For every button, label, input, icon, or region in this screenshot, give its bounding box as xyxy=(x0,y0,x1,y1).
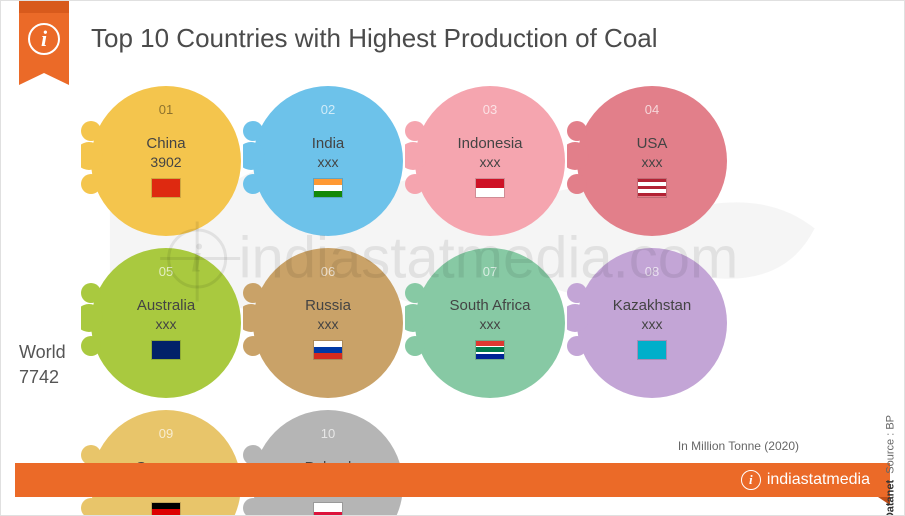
country-rank: 05 xyxy=(153,262,179,281)
footer-bar: i indiastatmedia xyxy=(15,463,890,497)
cloud-decor xyxy=(567,278,597,368)
cloud-decor xyxy=(81,116,111,206)
country-flag-icon xyxy=(313,340,343,360)
footer-brand: indiastatmedia xyxy=(767,471,870,489)
country-rank: 08 xyxy=(639,262,665,281)
country-name: South Africa xyxy=(450,297,531,314)
country-value: xxx xyxy=(480,154,501,170)
country-value: xxx xyxy=(642,316,663,332)
country-rank: 07 xyxy=(477,262,503,281)
country-circle: 02 India xxx xyxy=(253,86,403,236)
cloud-decor xyxy=(567,116,597,206)
world-total: World 7742 xyxy=(19,340,66,390)
cloud-decor xyxy=(405,116,435,206)
country-flag-icon xyxy=(313,502,343,516)
country-name: Kazakhstan xyxy=(613,297,691,314)
country-name: Australia xyxy=(137,297,195,314)
country-flag-icon xyxy=(475,340,505,360)
country-flag-icon xyxy=(637,340,667,360)
country-rank: 09 xyxy=(153,424,179,443)
country-name: Russia xyxy=(305,297,351,314)
cloud-decor xyxy=(243,278,273,368)
country-name: USA xyxy=(637,135,668,152)
unit-footnote: In Million Tonne (2020) xyxy=(678,439,799,453)
infographic-title: Top 10 Countries with Highest Production… xyxy=(91,23,658,54)
world-label: World xyxy=(19,342,66,362)
country-value: 3902 xyxy=(150,154,181,170)
country-name: India xyxy=(312,135,345,152)
country-circle: 06 Russia xxx xyxy=(253,248,403,398)
country-rank: 10 xyxy=(315,424,341,443)
footer-info-icon: i xyxy=(741,470,761,490)
country-flag-icon xyxy=(151,502,181,516)
cloud-decor xyxy=(243,116,273,206)
country-flag-icon xyxy=(637,178,667,198)
country-circle: 03 Indonesia xxx xyxy=(415,86,565,236)
country-circle: 05 Australia xxx xyxy=(91,248,241,398)
country-flag-icon xyxy=(151,340,181,360)
cloud-decor xyxy=(81,278,111,368)
country-rank: 03 xyxy=(477,100,503,119)
country-name: Indonesia xyxy=(457,135,522,152)
country-flag-icon xyxy=(151,178,181,198)
country-value: xxx xyxy=(318,316,339,332)
country-name: China xyxy=(146,135,185,152)
country-circle: 01 China 3902 xyxy=(91,86,241,236)
country-rank: 04 xyxy=(639,100,665,119)
country-circle: 04 USA xxx xyxy=(577,86,727,236)
side-credit: © Datanet Source : BP xyxy=(884,415,896,516)
country-rank: 01 xyxy=(153,100,179,119)
country-circle: 07 South Africa xxx xyxy=(415,248,565,398)
country-value: xxx xyxy=(318,154,339,170)
cloud-decor xyxy=(405,278,435,368)
credit-source: Source : BP xyxy=(884,415,896,474)
country-circle: 08 Kazakhstan xxx xyxy=(577,248,727,398)
country-flag-icon xyxy=(475,178,505,198)
country-value: xxx xyxy=(156,316,177,332)
footer-logo: i indiastatmedia xyxy=(741,470,870,490)
world-value: 7742 xyxy=(19,367,59,387)
info-icon: i xyxy=(28,23,60,55)
infographic-container: i Top 10 Countries with Highest Producti… xyxy=(0,0,905,516)
credit-brand: Datanet xyxy=(884,480,896,516)
country-value: xxx xyxy=(480,316,501,332)
country-value: xxx xyxy=(642,154,663,170)
country-rank: 06 xyxy=(315,262,341,281)
country-flag-icon xyxy=(313,178,343,198)
country-rank: 02 xyxy=(315,100,341,119)
